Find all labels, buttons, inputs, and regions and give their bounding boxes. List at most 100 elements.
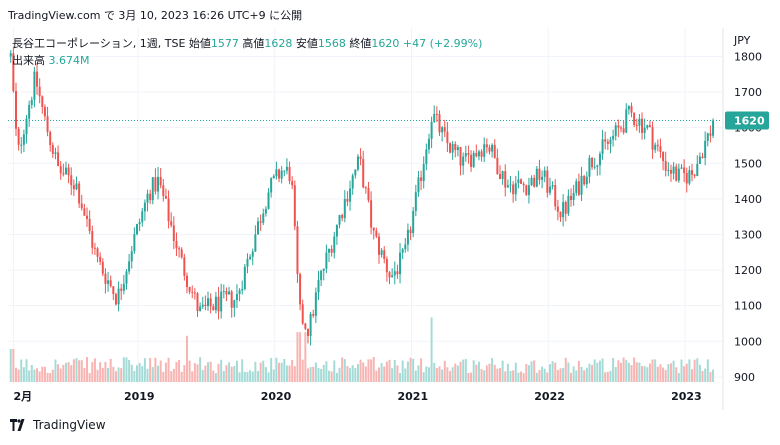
candle-body — [464, 153, 467, 157]
candle-body — [67, 167, 70, 176]
volume-bar — [498, 368, 501, 382]
candle-body — [354, 169, 357, 176]
candle-body — [75, 183, 78, 190]
candle-body — [170, 221, 173, 226]
volume-bar — [535, 372, 538, 382]
volume-bar — [191, 371, 194, 382]
candle-body — [633, 112, 636, 126]
candle-body — [183, 257, 186, 276]
candle-body — [698, 156, 701, 164]
candle-body — [162, 185, 165, 197]
candle-body — [367, 188, 370, 201]
x-tick-label: 2021 — [398, 390, 429, 403]
candle-body — [209, 298, 212, 307]
candle-body — [404, 244, 407, 250]
candle-body — [30, 99, 33, 105]
volume-bar — [14, 367, 17, 382]
y-tick-label: 900 — [734, 371, 755, 384]
volume-bar — [135, 365, 138, 382]
volume-bar — [564, 357, 567, 382]
volume-bar — [275, 357, 278, 382]
volume-bar — [548, 364, 551, 382]
candle-body — [546, 170, 549, 193]
volume-bar — [251, 371, 254, 382]
volume-bar — [120, 368, 123, 382]
candle-body — [669, 169, 672, 174]
x-tick-label: 2023 — [671, 390, 702, 403]
candle-body — [104, 273, 107, 284]
volume-bar — [159, 360, 162, 382]
volume-bar — [162, 371, 165, 382]
change-value: +47 (+2.99%) — [402, 37, 483, 50]
volume-bar — [9, 349, 12, 382]
y-tick-label: 1400 — [734, 193, 762, 206]
candle-body — [220, 291, 223, 312]
candle-body — [120, 288, 123, 291]
candle-body — [193, 292, 196, 294]
volume-bar — [238, 372, 241, 382]
volume-bar — [588, 363, 591, 382]
candle-body — [270, 178, 273, 193]
candles — [9, 46, 715, 346]
candle-body — [622, 128, 625, 133]
candle-body — [207, 298, 210, 307]
candle-body — [527, 185, 530, 196]
candle-body — [372, 227, 375, 231]
candle-body — [593, 166, 596, 168]
candle-body — [433, 113, 436, 122]
volume-bar — [493, 364, 496, 382]
last-price-badge — [725, 111, 769, 130]
candle-body — [291, 181, 294, 186]
volume-bar — [706, 359, 709, 382]
x-tick-label: 2月 — [13, 390, 32, 403]
volume-bar — [288, 365, 291, 382]
candle-body — [662, 151, 665, 162]
candle-body — [446, 131, 449, 144]
volume-bar — [401, 360, 404, 382]
volume-bar — [91, 362, 94, 382]
volume-bar — [212, 370, 215, 382]
volume-bar — [691, 369, 694, 382]
volume-bar — [404, 368, 407, 382]
volume-bar — [633, 357, 636, 382]
candle-body — [554, 185, 557, 207]
candle-body — [401, 249, 404, 253]
candle-body — [88, 218, 91, 231]
volume-bar — [167, 357, 170, 382]
volume-bar — [704, 368, 707, 382]
volume-bar — [527, 365, 530, 382]
candle-body — [191, 291, 194, 293]
volume-bar — [356, 364, 359, 382]
candle-body — [667, 169, 670, 171]
candle-body — [383, 250, 386, 259]
volume-bar — [654, 359, 657, 382]
candle-body — [656, 144, 659, 147]
volume-bar — [554, 362, 557, 382]
candle-body — [435, 113, 438, 115]
high-value: 1628 — [264, 37, 293, 50]
candle-body — [567, 195, 570, 214]
candle-body — [525, 185, 528, 196]
candle-body — [157, 176, 160, 192]
volume-bar — [220, 359, 223, 382]
candle-body — [688, 170, 691, 184]
candle-body — [619, 127, 622, 129]
candle-body — [601, 139, 604, 154]
volume-bar — [420, 358, 423, 382]
volume-bar — [388, 359, 391, 382]
volume-bar — [333, 360, 336, 382]
tradingview-brand[interactable]: TradingView — [10, 418, 106, 432]
candle-body — [288, 166, 291, 182]
candle-body — [235, 293, 238, 301]
volume-bar — [67, 362, 70, 382]
volume-bar — [183, 365, 186, 382]
candle-body — [241, 288, 244, 291]
volume-bar — [517, 372, 520, 382]
candle-body — [577, 181, 580, 195]
candle-body — [149, 193, 152, 201]
volume-bar — [301, 359, 304, 382]
volume-bar — [606, 371, 609, 382]
candle-body — [59, 166, 62, 174]
volume-bar — [362, 362, 365, 382]
